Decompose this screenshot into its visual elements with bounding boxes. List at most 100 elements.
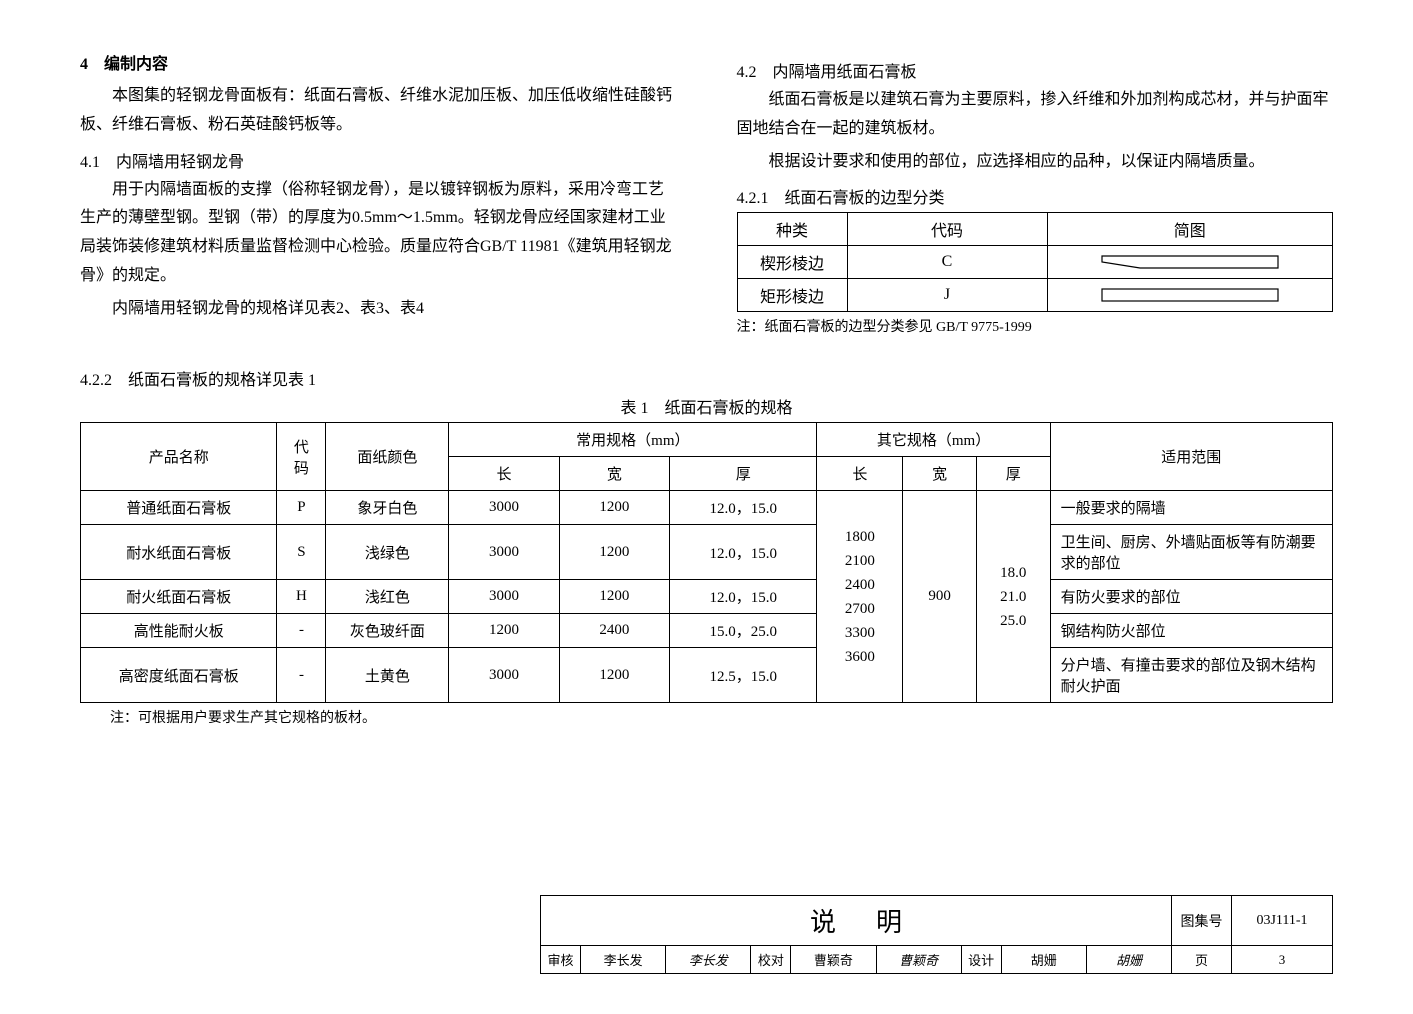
cell-t: 12.5，15.0 [670, 648, 817, 703]
sub2-title: 内隔墙用纸面石膏板 [773, 64, 917, 81]
r2-diagram [1047, 279, 1333, 312]
shenhe-name: 李长发 [581, 946, 666, 973]
cell-l: 1200 [449, 614, 559, 648]
r1-diagram [1047, 246, 1333, 279]
shenhe-label: 审核 [541, 946, 581, 973]
cell-color: 土黄色 [326, 648, 449, 703]
th-c-wid: 宽 [559, 457, 669, 491]
tuji-value: 03J111-1 [1232, 896, 1332, 945]
jiaodui-label: 校对 [751, 946, 791, 973]
cell-w: 1200 [559, 525, 669, 580]
r1-code: C [847, 246, 1047, 279]
cell-t: 15.0，25.0 [670, 614, 817, 648]
cell-t: 12.0，15.0 [670, 491, 817, 525]
cell-scope: 分户墙、有撞击要求的部位及钢木结构耐火护面 [1050, 648, 1332, 703]
cell-other-wid: 900 [903, 491, 977, 703]
sub1-no: 4.1 [80, 154, 100, 171]
spec-table: 产品名称 代 码 面纸颜色 常用规格（mm） 其它规格（mm） 适用范围 长 宽… [80, 422, 1333, 703]
cell-color: 象牙白色 [326, 491, 449, 525]
th-o-wid: 宽 [903, 457, 977, 491]
table-row: 耐水纸面石膏板 S 浅绿色 3000 1200 12.0，15.0 卫生间、厨房… [81, 525, 1333, 580]
cell-scope: 一般要求的隔墙 [1050, 491, 1332, 525]
cell-scope: 有防火要求的部位 [1050, 580, 1332, 614]
cell-name: 普通纸面石膏板 [81, 491, 277, 525]
cell-l: 3000 [449, 491, 559, 525]
sec-no: 4 [80, 56, 88, 73]
table-row: 高密度纸面石膏板 - 土黄色 3000 1200 12.5，15.0 分户墙、有… [81, 648, 1333, 703]
sheji-signature: 胡姗 [1087, 946, 1172, 973]
edge-note: 注：纸面石膏板的边型分类参见 GB/T 9775-1999 [737, 316, 1334, 336]
sheji-name: 胡姗 [1002, 946, 1087, 973]
section-4-title: 4 编制内容 [80, 50, 677, 74]
cell-l: 3000 [449, 648, 559, 703]
edge-type-table: 种类 代码 简图 楔形棱边 C 矩形棱边 J [737, 212, 1334, 312]
cell-t: 12.0，15.0 [670, 525, 817, 580]
para-1: 本图集的轻钢龙骨面板有：纸面石膏板、纤维水泥加压板、加压低收缩性硅酸钙板、纤维石… [80, 82, 677, 140]
page-label: 页 [1172, 946, 1232, 973]
table1-caption: 表 1 纸面石膏板的规格 [80, 394, 1333, 418]
cell-color: 浅绿色 [326, 525, 449, 580]
cell-w: 2400 [559, 614, 669, 648]
sheji-label: 设计 [962, 946, 1002, 973]
para-r1: 纸面石膏板是以建筑石膏为主要原料，掺入纤维和外加剂构成芯材，并与护面牢固地结合在… [737, 86, 1334, 144]
sub1-title: 内隔墙用轻钢龙骨 [116, 154, 244, 171]
para-r2: 根据设计要求和使用的部位，应选择相应的品种，以保证内隔墙质量。 [737, 148, 1334, 177]
table-row: 高性能耐火板 - 灰色玻纤面 1200 2400 15.0，25.0 钢结构防火… [81, 614, 1333, 648]
cell-l: 3000 [449, 525, 559, 580]
r2-code: J [847, 279, 1047, 312]
jiaodui-name: 曹颖奇 [791, 946, 876, 973]
wedge-edge-icon [1100, 254, 1280, 270]
cell-code: S [277, 525, 326, 580]
cell-code: P [277, 491, 326, 525]
cell-w: 1200 [559, 580, 669, 614]
page-value: 3 [1232, 946, 1332, 973]
th-type: 种类 [737, 213, 847, 246]
sub-4-2: 4.2 内隔墙用纸面石膏板 [737, 58, 1334, 82]
r2-type: 矩形棱边 [737, 279, 847, 312]
t-title: 纸面石膏板的边型分类 [785, 190, 945, 207]
cell-w: 1200 [559, 648, 669, 703]
th-code: 代码 [847, 213, 1047, 246]
th-c-len: 长 [449, 457, 559, 491]
cell-t: 12.0，15.0 [670, 580, 817, 614]
sub-4-1: 4.1 内隔墙用轻钢龙骨 [80, 148, 677, 172]
cell-color: 浅红色 [326, 580, 449, 614]
sec-title-text: 编制内容 [104, 56, 168, 73]
cell-color: 灰色玻纤面 [326, 614, 449, 648]
cell-name: 高密度纸面石膏板 [81, 648, 277, 703]
jiaodui-signature: 曹颖奇 [877, 946, 962, 973]
t-no: 4.2.1 [737, 190, 769, 207]
th-color: 面纸颜色 [326, 423, 449, 491]
para-2: 用于内隔墙面板的支撑（俗称轻钢龙骨），是以镀锌钢板为原料，采用冷弯工艺生产的薄壁… [80, 176, 677, 291]
cell-scope: 卫生间、厨房、外墙贴面板等有防潮要求的部位 [1050, 525, 1332, 580]
right-column: 4.2 内隔墙用纸面石膏板 纸面石膏板是以建筑石膏为主要原料，掺入纤维和外加剂构… [737, 50, 1334, 336]
title-block: 说明 图集号 03J111-1 审核 李长发 李长发 校对 曹颖奇 曹颖奇 设计… [540, 895, 1333, 974]
tuji-label: 图集号 [1172, 896, 1232, 945]
cell-code: H [277, 580, 326, 614]
r1-type: 楔形棱边 [737, 246, 847, 279]
spec-note: 注：可根据用户要求生产其它规格的板材。 [110, 707, 1333, 727]
cell-code: - [277, 614, 326, 648]
th-common: 常用规格（mm） [449, 423, 817, 457]
cell-code: - [277, 648, 326, 703]
th-scope: 适用范围 [1050, 423, 1332, 491]
table-row: 普通纸面石膏板 P 象牙白色 3000 1200 12.0，15.0 1800 … [81, 491, 1333, 525]
sub2-no: 4.2 [737, 64, 757, 81]
th-name: 产品名称 [81, 423, 277, 491]
th-o-len: 长 [817, 457, 903, 491]
th-diagram: 简图 [1047, 213, 1333, 246]
cell-other-len: 1800 2100 2400 2700 3300 3600 [817, 491, 903, 703]
cell-name: 高性能耐火板 [81, 614, 277, 648]
shenhe-signature: 李长发 [666, 946, 751, 973]
cell-l: 3000 [449, 580, 559, 614]
rect-edge-icon [1100, 287, 1280, 303]
table-row: 耐火纸面石膏板 H 浅红色 3000 1200 12.0，15.0 有防火要求的… [81, 580, 1333, 614]
cell-name: 耐水纸面石膏板 [81, 525, 277, 580]
spec-no: 4.2.2 [80, 372, 112, 389]
cell-w: 1200 [559, 491, 669, 525]
spec-title: 纸面石膏板的规格详见表 1 [128, 372, 316, 389]
th-other: 其它规格（mm） [817, 423, 1050, 457]
th-o-thk: 厚 [976, 457, 1050, 491]
left-column: 4 编制内容 本图集的轻钢龙骨面板有：纸面石膏板、纤维水泥加压板、加压低收缩性硅… [80, 50, 677, 336]
drawing-title: 说明 [541, 896, 1172, 945]
